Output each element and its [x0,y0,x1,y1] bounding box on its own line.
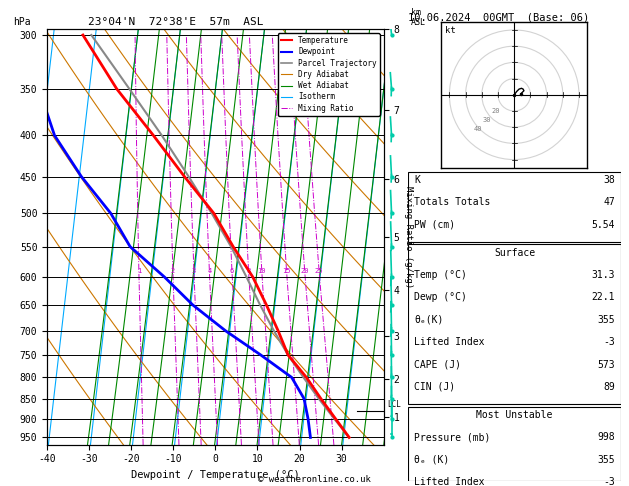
Text: 25: 25 [315,268,323,274]
Text: 40: 40 [473,126,482,132]
Text: θₑ(K): θₑ(K) [414,315,443,325]
Text: 23°04'N  72°38'E  57m  ASL: 23°04'N 72°38'E 57m ASL [87,17,263,27]
Text: hPa: hPa [14,17,31,27]
Text: -3: -3 [603,477,615,486]
Text: Pressure (mb): Pressure (mb) [414,433,491,442]
Text: 38: 38 [603,175,615,185]
Text: LCL: LCL [387,400,401,409]
Text: Lifted Index: Lifted Index [414,477,484,486]
Text: 3: 3 [192,268,196,274]
X-axis label: Dewpoint / Temperature (°C): Dewpoint / Temperature (°C) [131,470,300,480]
Y-axis label: Mixing Ratio (g/kg): Mixing Ratio (g/kg) [404,186,413,288]
Text: 5.54: 5.54 [591,220,615,229]
Text: K: K [414,175,420,185]
Legend: Temperature, Dewpoint, Parcel Trajectory, Dry Adiabat, Wet Adiabat, Isotherm, Mi: Temperature, Dewpoint, Parcel Trajectory… [277,33,380,116]
Text: kt: kt [445,26,455,35]
Text: 31.3: 31.3 [591,270,615,280]
Text: km
ASL: km ASL [411,8,426,27]
Text: Most Unstable: Most Unstable [476,410,553,420]
Bar [408,407,621,486]
Text: 30: 30 [482,117,491,123]
Text: 10.06.2024  00GMT  (Base: 06): 10.06.2024 00GMT (Base: 06) [408,12,589,22]
Text: 89: 89 [603,382,615,392]
Text: 6: 6 [230,268,234,274]
Bar [408,172,621,242]
Text: -3: -3 [603,337,615,347]
Text: 10: 10 [257,268,266,274]
Text: 998: 998 [598,433,615,442]
Text: Dewp (°C): Dewp (°C) [414,293,467,302]
Text: CAPE (J): CAPE (J) [414,360,461,369]
Bar [408,244,621,404]
Text: PW (cm): PW (cm) [414,220,455,229]
Text: Totals Totals: Totals Totals [414,197,491,207]
Text: 15: 15 [282,268,291,274]
Text: Temp (°C): Temp (°C) [414,270,467,280]
Text: 355: 355 [598,315,615,325]
Text: 2: 2 [170,268,175,274]
Text: 573: 573 [598,360,615,369]
Text: © weatheronline.co.uk: © weatheronline.co.uk [258,474,371,484]
Text: 4: 4 [207,268,211,274]
Text: 47: 47 [603,197,615,207]
Text: Lifted Index: Lifted Index [414,337,484,347]
Text: 355: 355 [598,455,615,465]
Bar [408,481,621,486]
Text: Surface: Surface [494,247,535,258]
Text: 20: 20 [301,268,309,274]
Text: CIN (J): CIN (J) [414,382,455,392]
Text: θₑ (K): θₑ (K) [414,455,449,465]
Text: 20: 20 [492,108,500,114]
Text: 1: 1 [136,268,141,274]
Text: 22.1: 22.1 [591,293,615,302]
Text: 8: 8 [247,268,251,274]
